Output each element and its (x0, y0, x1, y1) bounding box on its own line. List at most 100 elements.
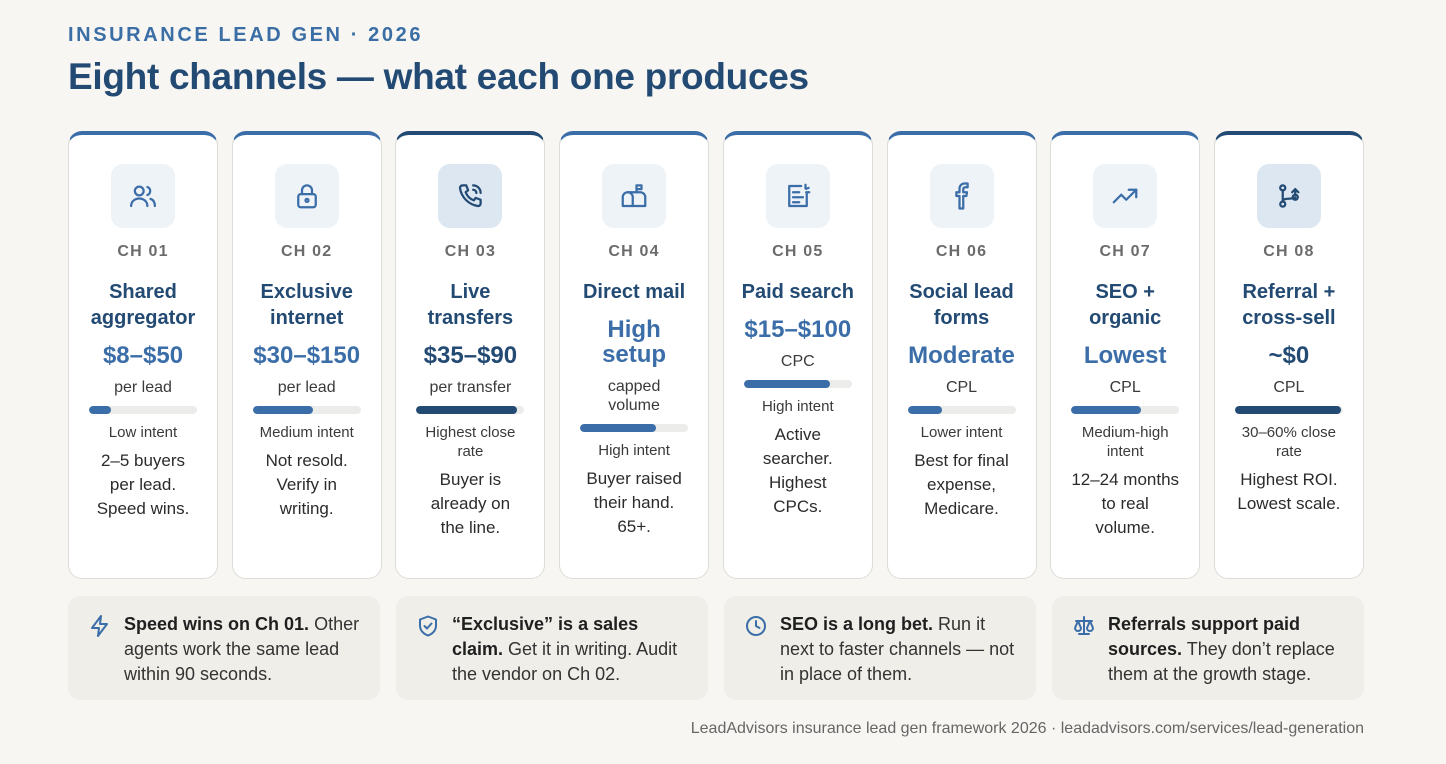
channel-price: $35–$90 (400, 343, 540, 368)
channel-number: CH 03 (444, 243, 497, 260)
line: High (607, 316, 661, 343)
users-icon (111, 164, 175, 228)
intent-bar-fill (580, 424, 656, 432)
channel-price: Lowest (1055, 343, 1195, 368)
channel-price: $30–$150 (237, 343, 377, 368)
shield-icon (416, 614, 440, 638)
intent-bar-fill (907, 406, 943, 414)
line: CPCs. (773, 497, 823, 516)
price-unit: CPL (1219, 378, 1359, 397)
channel-card: CH 07 SEO + organic Lowest CPL Medium-high int… (1050, 131, 1201, 579)
intent-bar-fill (416, 406, 517, 414)
line: setup (602, 341, 667, 368)
tip-headline: SEO is a long bet. (780, 614, 934, 634)
line: Lower intent (920, 424, 1003, 441)
price-unit: per lead (73, 378, 213, 397)
channel-price: ~$0 (1219, 343, 1359, 368)
line: Active (774, 425, 821, 444)
line: volume (608, 397, 660, 414)
line: Social lead (909, 281, 1014, 303)
intent-bar (252, 406, 361, 414)
line: Medium intent (259, 424, 354, 441)
eyebrow: INSURANCE LEAD GEN · 2026 (68, 24, 424, 46)
line: aggregator (90, 307, 196, 329)
footer-source: LeadAdvisors insurance lead gen framewor… (690, 720, 1364, 737)
channel-name: SEO + organic (1057, 279, 1193, 331)
channel-number: CH 06 (935, 243, 988, 260)
lightning-icon (88, 614, 112, 638)
line: SEO + (1095, 281, 1155, 303)
line: CPC (780, 353, 815, 370)
line: rate (1275, 443, 1302, 460)
line: CPL (945, 379, 978, 396)
intent-label: High intent (730, 397, 866, 416)
mailbox-icon (602, 164, 667, 228)
line: transfers (427, 307, 514, 329)
price-unit: CPC (728, 352, 868, 371)
line: rate (457, 443, 484, 460)
line: Shared (109, 281, 177, 303)
line: $15–$100 (744, 316, 852, 343)
intent-bar-fill (1234, 406, 1341, 414)
channel-price: $8–$50 (73, 343, 213, 368)
channel-card: CH 05 Paid search $15–$100 CPC High intent Ac… (722, 131, 873, 579)
tip-callout: SEO is a long bet. Run it next to faster… (724, 596, 1036, 700)
channel-price: Moderate (892, 343, 1032, 368)
line: per transfer (429, 379, 512, 396)
channel-description: 12–24 months to real volume. (1059, 468, 1191, 540)
channel-number: CH 07 (1099, 243, 1151, 260)
line: 2–5 buyers (100, 451, 186, 470)
line: cross-sell (1242, 307, 1336, 329)
tips-row: Speed wins on Ch 01. Other agents work t… (68, 596, 1364, 700)
line: High intent (761, 398, 834, 415)
line: already on (430, 494, 511, 513)
line: per lead (277, 379, 336, 396)
line: per lead (114, 379, 172, 396)
line: capped (607, 378, 661, 395)
price-unit: CPL (1055, 378, 1195, 397)
intent-bar (907, 406, 1016, 414)
intent-label: Medium-high intent (1057, 423, 1193, 461)
line: per lead. (109, 475, 177, 494)
channel-card: CH 06 Social lead forms Moderate CPL Lower in… (886, 131, 1037, 579)
price-unit: CPL (892, 378, 1032, 397)
intent-bar (580, 424, 689, 432)
tip-text: Get it in writing. Audit the vendor on C… (452, 639, 678, 684)
tip-headline: Referrals support paid sources. (1108, 614, 1301, 659)
channel-description: Best for final expense, Medicare. (896, 449, 1028, 521)
intent-bar (743, 380, 852, 388)
channel-card: CH 02 Exclusive internet $30–$150 per lead Me… (231, 131, 382, 579)
intent-label: Medium intent (239, 423, 375, 442)
tip-text: They don’t replace them at the growth st… (1108, 639, 1335, 684)
line: volume. (1095, 518, 1155, 537)
channel-card: CH 08 Referral + cross-sell ~$0 CPL 30–60% cl… (1213, 131, 1364, 579)
tip-headline: “Exclusive” is a sales claim. (452, 614, 639, 659)
line: Highest close (425, 424, 516, 441)
line: their hand. (593, 493, 675, 512)
intent-bar (89, 406, 197, 414)
intent-bar-fill (743, 380, 831, 388)
search-ad-icon (765, 164, 830, 228)
channel-number: CH 02 (281, 243, 333, 260)
line: Verify in (276, 475, 337, 494)
line: internet (270, 307, 344, 329)
line: Direct mail (582, 281, 686, 303)
line: Low intent (108, 424, 178, 441)
channel-name: Referral + cross-sell (1221, 279, 1357, 331)
line: CPL (1273, 379, 1305, 396)
channel-price: High setup (564, 317, 704, 367)
line: expense, (927, 475, 996, 494)
intent-bar (1071, 406, 1180, 414)
line: writing. (279, 499, 334, 518)
channel-description: Active searcher. Highest CPCs. (732, 423, 864, 519)
tip-callout: Speed wins on Ch 01. Other agents work t… (68, 596, 380, 700)
tip-callout: “Exclusive” is a sales claim. Get it in … (396, 596, 708, 700)
line: $35–$90 (423, 342, 518, 369)
channel-name: Shared aggregator (75, 279, 211, 331)
clock-icon (744, 614, 768, 638)
scale-icon (1072, 614, 1096, 638)
line: 30–60% close (1241, 424, 1336, 441)
intent-bar (416, 406, 525, 414)
channel-card: CH 01 Shared aggregator $8–$50 per lead Low i… (68, 131, 218, 579)
line: Lowest scale. (1237, 494, 1341, 513)
